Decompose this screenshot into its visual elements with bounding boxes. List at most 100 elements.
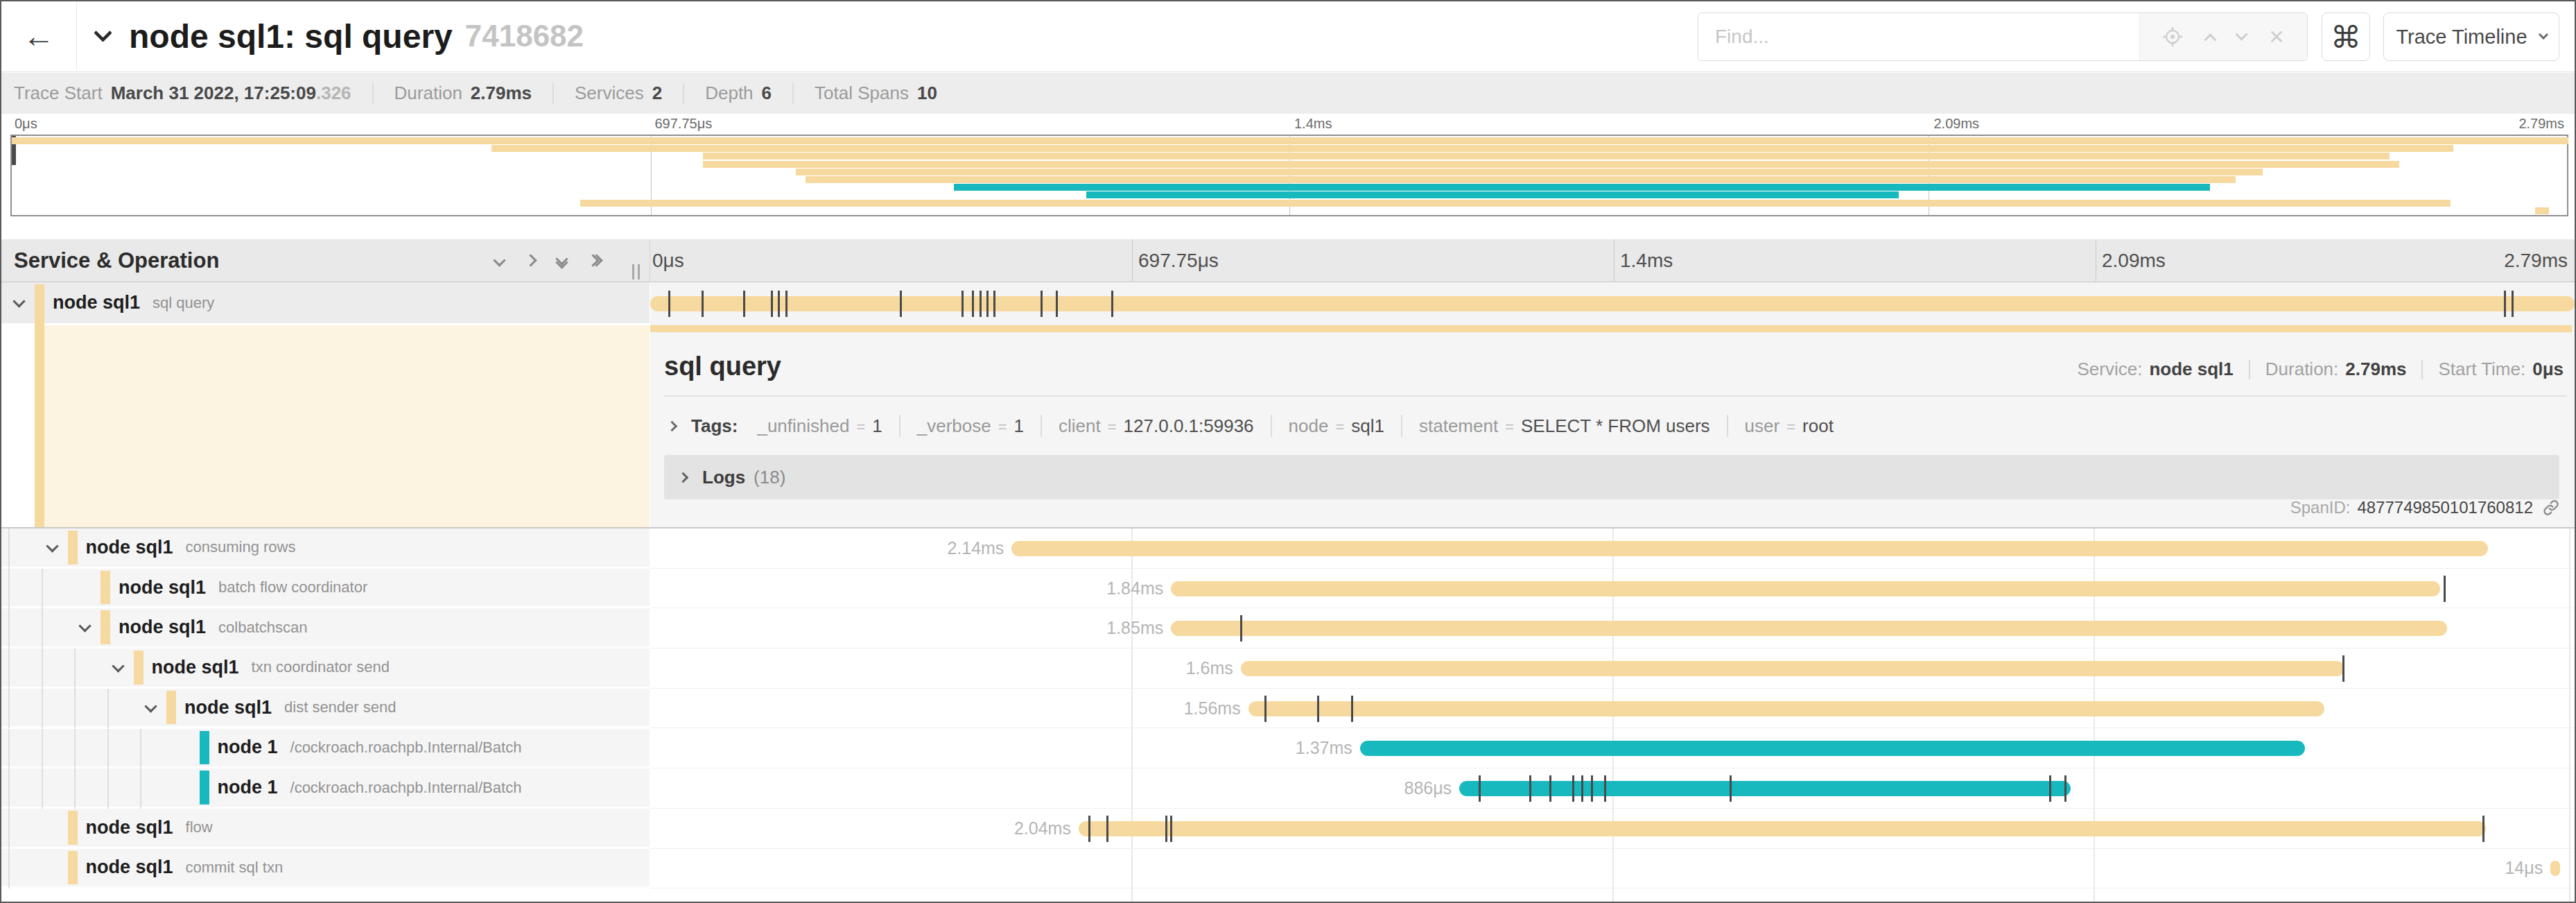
span-detail-accent-bar: [650, 325, 2572, 332]
find-input[interactable]: [1698, 13, 2139, 60]
span-collapse-icon[interactable]: [78, 620, 91, 633]
span-duration-bar[interactable]: [1011, 541, 2487, 556]
span-log-tick: [1730, 775, 1732, 802]
tree-guide-line: [8, 729, 10, 769]
trace-view-dropdown[interactable]: Trace Timeline: [2383, 12, 2559, 61]
minimap-axis-label: 1.4ms: [1294, 116, 1332, 132]
span-operation-name: commit sql txn: [186, 859, 284, 877]
logs-row[interactable]: Logs (18): [664, 455, 2559, 499]
collapse-trace-header-icon[interactable]: [94, 24, 112, 42]
find-next-icon[interactable]: [2235, 28, 2247, 40]
span-log-tick: [1591, 775, 1593, 802]
span-name-cell[interactable]: node sql1consuming rows: [1, 528, 650, 569]
span-log-tick: [961, 291, 964, 317]
tags-row[interactable]: Tags: _unfinished=1_verbose=1client=127.…: [668, 415, 2564, 437]
span-log-tick: [785, 291, 787, 317]
tree-guide-line: [8, 648, 10, 689]
minimap-span-bar: [1086, 191, 1899, 198]
link-icon[interactable]: [2541, 498, 2561, 517]
keyboard-shortcuts-button[interactable]: ⌘: [2322, 12, 2370, 61]
tree-guide-line: [74, 689, 76, 729]
span-operation-name: /cockroach.roachpb.Internal/Batch: [290, 739, 522, 757]
collapse-deep-icon[interactable]: [557, 255, 566, 267]
span-duration-bar[interactable]: [1360, 741, 2305, 756]
span-name-cell[interactable]: node sql1commit sql txn: [1, 849, 650, 889]
span-duration-bar[interactable]: [1248, 701, 2324, 716]
span-name-cell[interactable]: node sql1flow: [1, 809, 650, 849]
span-log-tick: [1479, 775, 1481, 802]
span-duration-bar[interactable]: [650, 296, 2575, 311]
locate-icon[interactable]: [2162, 26, 2183, 47]
trace-minimap[interactable]: [10, 135, 2568, 216]
span-name-cell[interactable]: node sql1txn coordinator send: [1, 648, 650, 689]
span-collapse-icon[interactable]: [46, 540, 58, 552]
span-duration-bar[interactable]: [2550, 861, 2560, 876]
logs-label: Logs: [702, 467, 745, 488]
span-timeline-cell[interactable]: 886μs: [650, 768, 2575, 809]
find-prev-icon[interactable]: [2204, 33, 2216, 46]
minimap-axis-label: 2.79ms: [2518, 116, 2564, 132]
expand-one-icon[interactable]: [526, 256, 535, 265]
tree-guide-line: [42, 569, 43, 609]
span-timeline-cell[interactable]: 1.85ms: [650, 608, 2575, 648]
span-operation-name: colbatchscan: [218, 619, 307, 637]
span-log-tick: [1529, 775, 1531, 802]
service-value: node sql1: [2149, 359, 2233, 380]
span-color-chip: [35, 325, 44, 527]
span-timeline-cell[interactable]: 1.56ms: [650, 689, 2575, 729]
meta-label: Total Spans: [815, 83, 909, 104]
span-collapse-icon[interactable]: [112, 660, 124, 672]
expand-all-icon[interactable]: [589, 256, 601, 265]
span-timeline-cell[interactable]: 1.37ms: [650, 729, 2575, 769]
logs-expand-icon[interactable]: [678, 472, 689, 483]
minimap-span-bar: [796, 169, 2263, 175]
tag-item: _verbose=1: [917, 415, 1024, 437]
tag-item: user=root: [1745, 415, 1834, 437]
span-duration-bar[interactable]: [1171, 621, 2447, 636]
span-service-name: node sql1: [119, 617, 206, 638]
tags-expand-icon[interactable]: [667, 420, 678, 431]
span-log-tick: [743, 291, 745, 317]
span-duration-bar[interactable]: [1241, 661, 2344, 676]
span-name-cell[interactable]: node 1/cockroach.roachpb.Internal/Batch: [1, 729, 650, 769]
span-timeline-cell[interactable]: 2.14ms: [650, 528, 2575, 569]
tree-guide-line: [74, 648, 76, 689]
span-log-tick: [668, 291, 670, 317]
span-service-name: node sql1: [53, 292, 140, 313]
span-timeline-cell[interactable]: 14μs: [650, 849, 2575, 889]
span-duration-bar[interactable]: [1171, 581, 2440, 596]
collapse-all-icon[interactable]: [495, 256, 504, 265]
find-clear-icon[interactable]: ✕: [2268, 26, 2284, 49]
minimap-span-bar: [491, 145, 2453, 152]
span-log-tick: [2512, 291, 2514, 317]
span-color-chip: [200, 771, 209, 805]
span-timeline-cell[interactable]: 1.84ms: [650, 569, 2575, 609]
span-collapse-icon[interactable]: [144, 700, 157, 712]
span-operation-name: consuming rows: [186, 538, 296, 556]
span-color-chip: [68, 811, 78, 845]
find-box: ✕: [1698, 12, 2308, 61]
span-log-tick: [2049, 775, 2051, 802]
span-log-tick: [1240, 615, 1242, 642]
separator: [552, 83, 554, 104]
panel-resize-grip[interactable]: [632, 264, 640, 280]
back-button[interactable]: ←: [1, 1, 77, 71]
span-name-cell[interactable]: node sql1batch flow coordinator: [1, 569, 650, 609]
start-time-label: Start Time:: [2438, 359, 2525, 380]
span-name-cell[interactable]: node 1/cockroach.roachpb.Internal/Batch: [1, 768, 650, 809]
timeline-axis-label: 0μs: [652, 239, 684, 282]
span-duration-bar[interactable]: [1079, 821, 2486, 836]
span-log-tick: [1549, 775, 1551, 802]
span-timeline-cell[interactable]: 1.6ms: [650, 648, 2575, 689]
span-color-chip: [200, 731, 209, 765]
span-color-chip: [166, 691, 176, 725]
span-timeline-cell[interactable]: 2.04ms: [650, 809, 2575, 849]
span-name-cell[interactable]: node sql1 colbatchscan: [1, 608, 650, 648]
span-duration-label: 886μs: [1404, 778, 1460, 798]
span-name-cell[interactable]: node sql1sql query: [1, 282, 650, 325]
span-collapse-icon[interactable]: [12, 295, 25, 307]
span-name-cell[interactable]: node sql1dist sender send: [1, 689, 650, 729]
tree-guide-line: [42, 689, 43, 729]
span-timeline-cell[interactable]: [650, 282, 2575, 325]
service-operation-header: Service & Operation: [14, 239, 219, 282]
